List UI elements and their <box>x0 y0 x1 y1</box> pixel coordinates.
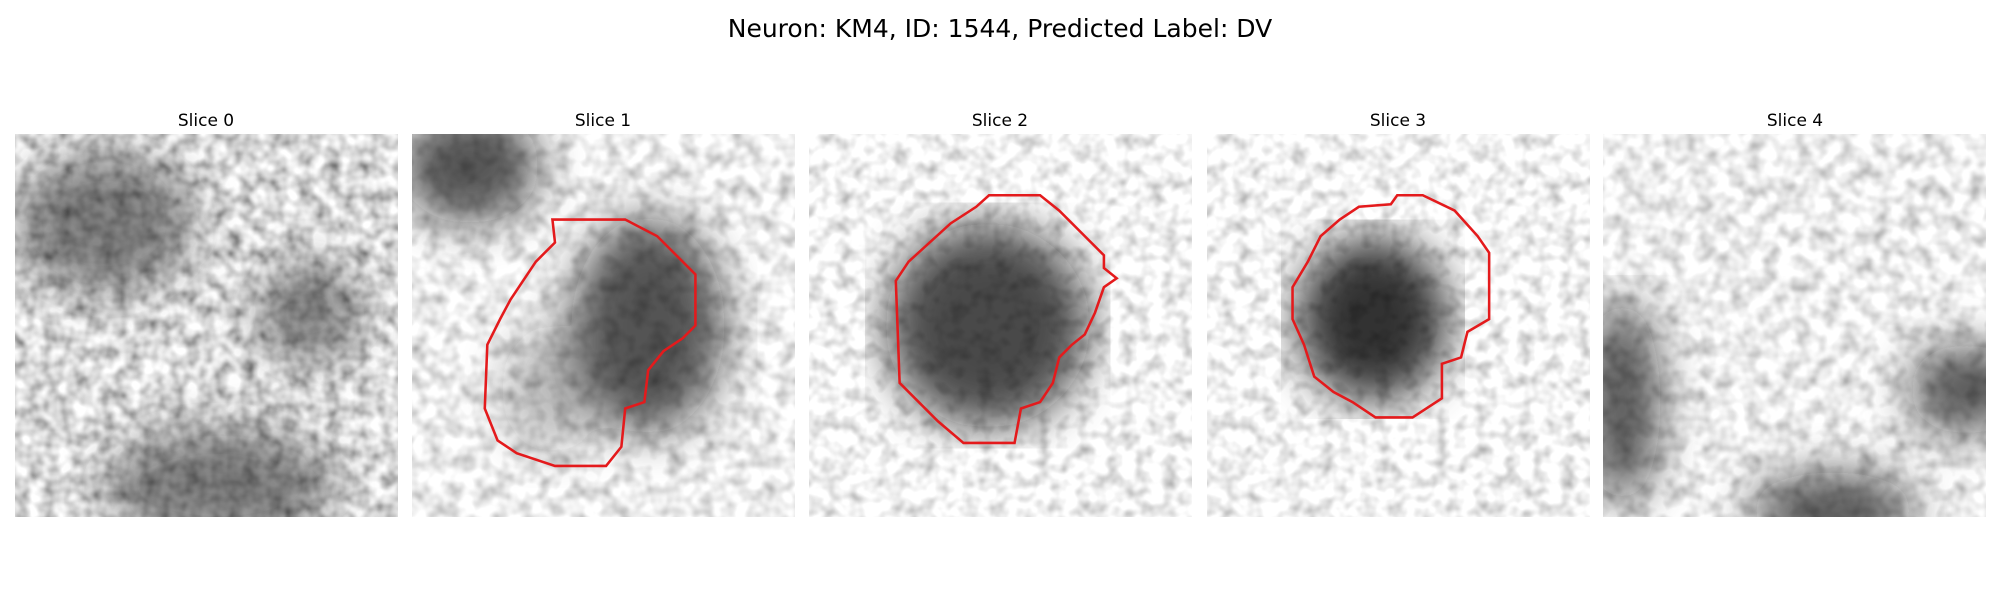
image <box>1603 134 1986 517</box>
panel-title: Slice 4 <box>1767 111 1823 131</box>
panel-title: Slice 1 <box>575 111 631 131</box>
panel: Slice 4 <box>1603 111 1986 517</box>
panel: Slice 2 <box>809 111 1192 517</box>
image <box>1207 134 1590 517</box>
figure-title: Neuron: KM4, ID: 1544, Predicted Label: … <box>728 14 1272 43</box>
image <box>15 134 398 517</box>
panel-title: Slice 3 <box>1370 111 1426 131</box>
panel: Slice 3 <box>1207 111 1590 517</box>
panel-title: Slice 0 <box>178 111 234 131</box>
image <box>412 134 795 517</box>
panel-title: Slice 2 <box>972 111 1028 131</box>
panel: Slice 1 <box>412 111 795 517</box>
image <box>809 134 1192 517</box>
panel: Slice 0 <box>15 111 398 517</box>
